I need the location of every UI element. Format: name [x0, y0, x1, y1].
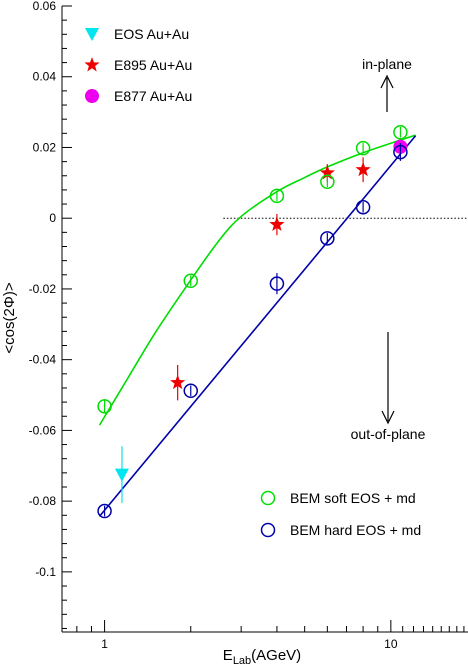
- y-tick-label: -0.02: [29, 282, 57, 296]
- legend-models: BEM soft EOS + md BEM hard EOS + md: [260, 490, 421, 538]
- x-tick-label: 1: [101, 637, 108, 651]
- data-point: [97, 399, 112, 414]
- out-of-plane-label: out-of-plane: [351, 426, 426, 442]
- y-axis-title: <cos(2Φ)>: [1, 282, 18, 353]
- x-tick-label: 10: [384, 637, 398, 651]
- data-point: [183, 273, 199, 289]
- data-point: [269, 276, 285, 291]
- data-point: [170, 374, 186, 390]
- data-point: [355, 140, 371, 156]
- data-point: [355, 161, 371, 177]
- data-point: [183, 383, 199, 399]
- y-tick-label: -0.06: [29, 423, 57, 437]
- legend-marker: [260, 490, 276, 506]
- y-tick-label: 0.06: [33, 0, 57, 13]
- legend-label: E895 Au+Au: [114, 57, 192, 73]
- fit-curve: [98, 134, 416, 426]
- data-point: [393, 144, 408, 160]
- legend-experiments: EOS Au+Au E895 Au+Au E877 Au+Au: [84, 26, 192, 104]
- y-tick-label: -0.08: [29, 494, 57, 508]
- plot-frame: [61, 6, 468, 633]
- y-tick-label: -0.1: [35, 565, 56, 579]
- legend-label: BEM hard EOS + md: [290, 522, 421, 538]
- legend-label: E877 Au+Au: [114, 88, 192, 104]
- fit-curve: [98, 135, 417, 517]
- y-tick-label: 0: [49, 211, 56, 225]
- data-point: [97, 503, 112, 519]
- in-plane-annotation: in-plane: [362, 56, 412, 112]
- y-tick-label: 0.04: [33, 70, 57, 84]
- data-points: [97, 125, 408, 519]
- legend-label: BEM soft EOS + md: [290, 490, 416, 506]
- data-point: [319, 164, 335, 180]
- data-point: [355, 199, 371, 215]
- in-plane-label: in-plane: [362, 56, 412, 72]
- y-axis: 0.06 0.04 0.02 0 -0.02 -0.04 -0.06 -0.08 -0.1: [29, 0, 72, 629]
- out-of-plane-annotation: out-of-plane: [351, 332, 426, 442]
- legend-label: EOS Au+Au: [114, 26, 189, 42]
- y-tick-label: 0.02: [33, 140, 57, 154]
- data-point: [393, 125, 408, 140]
- x-axis-title: ELab(AGeV): [223, 647, 301, 665]
- data-point: [114, 468, 129, 482]
- legend-marker: [85, 89, 99, 103]
- legend-marker: [260, 522, 276, 538]
- in-plane-arrow-head: [380, 74, 394, 89]
- data-point: [320, 174, 335, 190]
- data-point: [320, 231, 335, 246]
- x-axis: 1 10: [76, 620, 465, 651]
- y-tick-label: -0.04: [29, 353, 57, 367]
- data-point: [269, 216, 285, 232]
- legend-marker: [84, 57, 100, 72]
- fit-curves: [98, 134, 417, 517]
- data-point: [269, 188, 285, 204]
- out-of-plane-arrow-head: [381, 410, 395, 425]
- legend-marker: [85, 28, 99, 41]
